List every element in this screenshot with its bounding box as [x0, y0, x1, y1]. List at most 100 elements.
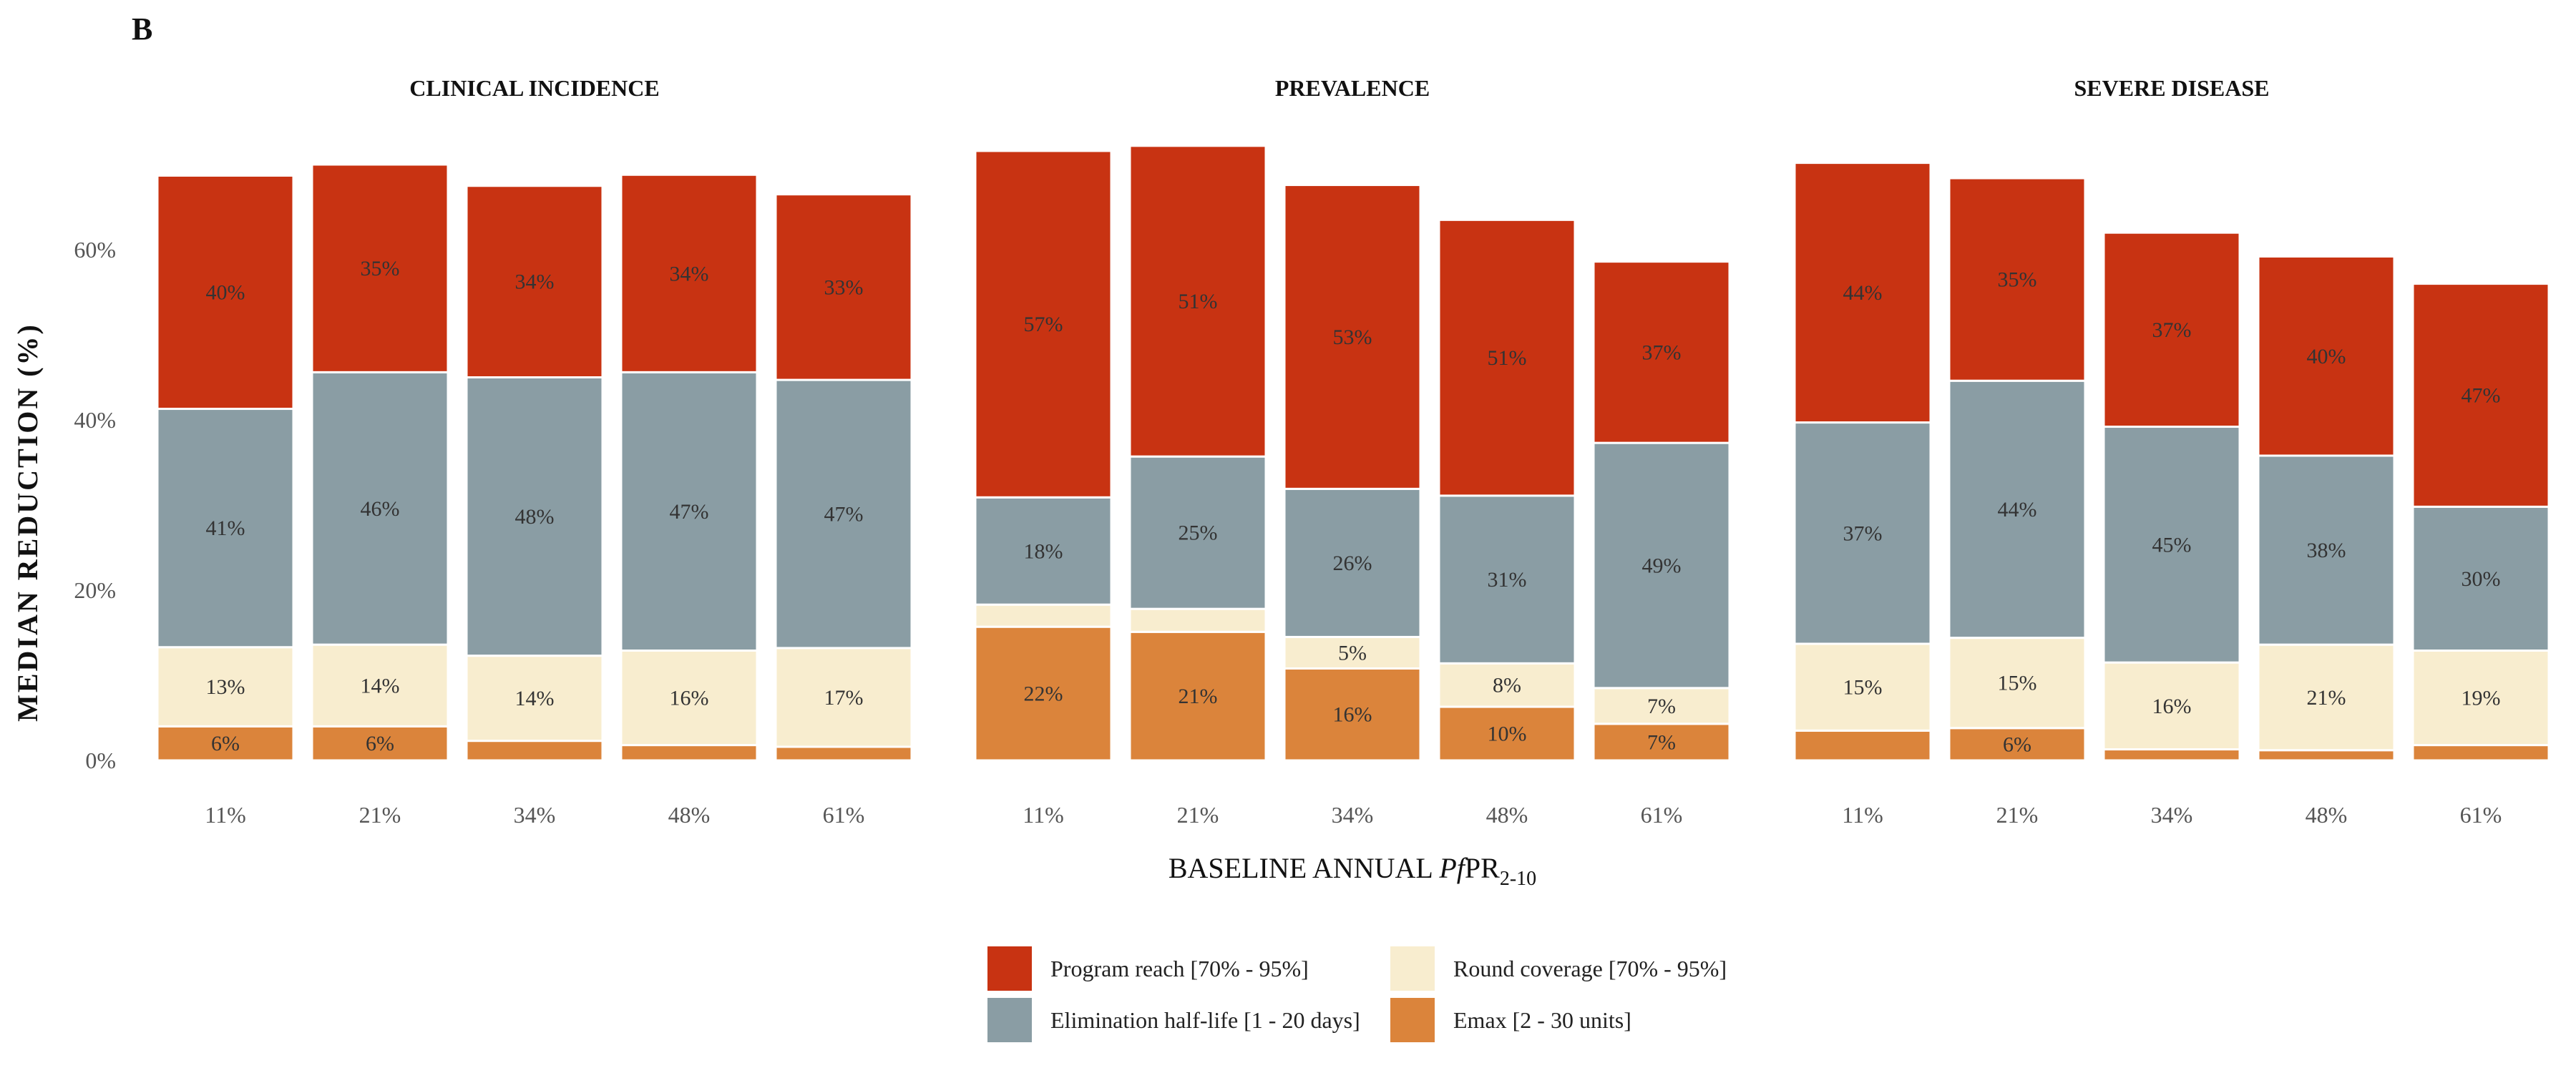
legend-item-round-coverage: Round coverage [70% - 95%]	[1390, 946, 1727, 991]
legend-swatch	[987, 998, 1032, 1042]
stacked-bar: 16% 45% 37%	[2102, 231, 2241, 762]
bar-segment-emax	[620, 744, 758, 762]
data-label: 10%	[1488, 722, 1527, 746]
data-label: 35%	[361, 257, 400, 280]
data-label: 57%	[1024, 313, 1063, 336]
bar-segment-program-reach	[311, 163, 449, 373]
x-tick-label: 21%	[359, 802, 401, 828]
data-label: 22%	[1024, 682, 1063, 706]
data-label: 40%	[2307, 345, 2346, 368]
data-label: 6%	[2003, 733, 2031, 756]
x-tick-label: 34%	[2151, 802, 2193, 828]
stacked-bar: 17% 47% 33%	[774, 193, 913, 762]
bar-segment-elimination-half-life	[465, 376, 604, 657]
y-axis-label: MEDIAN REDUCTION (%)	[11, 323, 44, 722]
legend-label: Elimination half-life [1 - 20 days]	[1050, 1007, 1360, 1033]
x-tick-label: 61%	[2460, 802, 2502, 828]
bar-segment-elimination-half-life	[2102, 426, 2241, 664]
data-label: 40%	[206, 281, 245, 305]
data-label: 21%	[2307, 686, 2346, 710]
data-label: 5%	[1338, 641, 1367, 665]
x-axis-label-roman: PR	[1465, 852, 1500, 884]
y-axis-ticks: 0% 20% 40% 60%	[74, 237, 116, 773]
data-label: 7%	[1647, 730, 1676, 754]
stacked-bar: 6% 15% 44% 35%	[1948, 177, 2087, 762]
data-label: 14%	[361, 674, 400, 697]
bar-segment-round-coverage	[2411, 649, 2550, 747]
data-label: 17%	[824, 686, 864, 710]
data-label: 44%	[1998, 498, 2037, 521]
bar-segment-program-reach	[774, 193, 913, 381]
stacked-bar: 16% 47% 34%	[620, 173, 758, 762]
bar-segment-emax	[465, 740, 604, 762]
stacked-bar: 6% 14% 46% 35%	[311, 163, 449, 762]
bar-segment-emax	[774, 745, 913, 762]
legend-item-emax: Emax [2 - 30 units]	[1390, 998, 1631, 1042]
bar-segment-elimination-half-life	[1438, 494, 1576, 665]
bar-segment-round-coverage	[156, 646, 295, 727]
bar-segment-emax	[974, 625, 1113, 762]
bar-segment-elimination-half-life	[1793, 421, 1932, 645]
data-label: 6%	[366, 732, 394, 755]
bar-segment-program-reach	[156, 174, 295, 411]
data-label: 19%	[2462, 687, 2501, 710]
bar-segment-elimination-half-life	[620, 371, 758, 652]
data-label: 51%	[1179, 290, 1218, 313]
data-label: 7%	[1647, 695, 1676, 718]
bar-segment-program-reach	[1793, 162, 1932, 424]
stacked-bar: 10% 8% 31% 51%	[1438, 218, 1576, 762]
stacked-bar: 14% 48% 34%	[465, 185, 604, 762]
bar-segment-elimination-half-life	[1948, 379, 2087, 640]
chart-panels: CLINICAL INCIDENCE 6% 13% 41% 40% 11% 6% 14% 46%…	[156, 75, 2550, 828]
x-tick-label: 11%	[1023, 802, 1063, 828]
stacked-bar: 6% 13% 41% 40%	[156, 174, 295, 762]
data-label: 15%	[1998, 672, 2037, 695]
y-tick-label: 0%	[85, 748, 116, 773]
data-label: 41%	[206, 516, 245, 540]
data-label: 46%	[361, 497, 400, 521]
legend-item-elimination-half-life: Elimination half-life [1 - 20 days]	[987, 998, 1360, 1042]
stacked-bar: 19% 30% 47%	[2411, 283, 2550, 762]
bar-segment-emax	[2257, 749, 2396, 762]
x-axis-label-italic: Pf	[1438, 852, 1468, 884]
data-label: 35%	[1998, 268, 2037, 292]
bar-segment-elimination-half-life	[2257, 454, 2396, 646]
x-tick-label: 34%	[1332, 802, 1374, 828]
bar-segment-emax	[2411, 744, 2550, 762]
stacked-bar: 15% 37% 44%	[1793, 162, 1932, 762]
x-axis-label-subscript: 2-10	[1500, 868, 1536, 890]
x-tick-label: 11%	[205, 802, 245, 828]
x-tick-label: 61%	[823, 802, 865, 828]
data-label: 47%	[824, 502, 864, 526]
data-label: 53%	[1333, 325, 1372, 349]
stacked-bar: 7% 7% 49% 37%	[1592, 260, 1731, 762]
data-label: 47%	[670, 500, 709, 524]
data-label: 38%	[2307, 539, 2346, 562]
data-label: 13%	[206, 675, 245, 699]
bar-segment-elimination-half-life	[1283, 487, 1422, 638]
data-label: 15%	[1843, 676, 1883, 700]
bar-segment-program-reach	[1128, 144, 1267, 458]
bar-segment-round-coverage	[620, 649, 758, 747]
x-tick-label: 48%	[1486, 802, 1528, 828]
data-label: 31%	[1488, 568, 1527, 592]
y-tick-label: 60%	[74, 237, 116, 263]
bar-segment-emax	[1438, 705, 1576, 762]
bar-segment-program-reach	[2257, 255, 2396, 457]
bar-segment-program-reach	[1948, 177, 2087, 382]
bar-segment-elimination-half-life	[2411, 505, 2550, 652]
stacked-bar: 21% 25% 51%	[1128, 144, 1267, 762]
data-label: 16%	[2152, 695, 2192, 718]
bar-segment-round-coverage	[1438, 662, 1576, 708]
data-label: 30%	[2462, 567, 2501, 591]
bar-segment-elimination-half-life	[774, 378, 913, 650]
bar-segment-program-reach	[620, 173, 758, 373]
bar-segment-round-coverage	[974, 603, 1113, 628]
bar-segment-program-reach	[1592, 260, 1731, 444]
data-label: 14%	[515, 687, 555, 710]
bar-segment-program-reach	[1438, 218, 1576, 497]
x-axis-label: BASELINE ANNUAL PfPR2-10	[1169, 852, 1536, 890]
x-tick-label: 34%	[514, 802, 556, 828]
panel-severe-disease: SEVERE DISEASE 15% 37% 44% 11% 6% 15% 44% 35% 21%…	[1793, 75, 2550, 828]
panel-title: SEVERE DISEASE	[2074, 75, 2270, 101]
